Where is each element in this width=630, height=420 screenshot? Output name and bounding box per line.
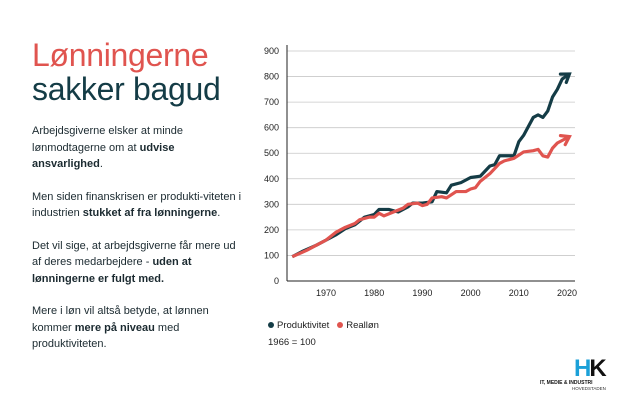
series-line-produktivitet — [291, 72, 571, 259]
x-tick-label: 1970 — [316, 288, 336, 298]
text: med produktiviteten. — [32, 321, 180, 351]
legend: Produktivitet Realløn — [268, 320, 379, 331]
y-tick-label: 100 — [264, 250, 279, 260]
y-tick-label: 400 — [264, 174, 279, 184]
x-tick-label: 1980 — [364, 288, 384, 298]
title-line-2: sakker bagud — [32, 71, 221, 107]
y-tick-label: 800 — [264, 72, 279, 82]
emphasis: udvise ansvarlighed — [32, 141, 175, 171]
paragraph: Mere i løn vil altså betyde, at lønnen k… — [32, 303, 247, 353]
text: . — [99, 158, 103, 170]
legend-marker-realloen — [337, 322, 344, 328]
text: . — [217, 207, 221, 219]
logo-mark: HK — [574, 355, 607, 382]
emphasis: mere på niveau — [74, 321, 155, 334]
y-tick-label: 500 — [264, 148, 279, 158]
title-line-1: Lønningerne — [32, 37, 209, 73]
hk-logo: HK IT, MEDIE & INDUSTRI HOVEDSTADEN — [540, 355, 622, 392]
y-tick-label: 700 — [264, 97, 279, 107]
y-tick-label: 0 — [274, 276, 279, 286]
text: Arbejdsgiverne elsker at minde lønmodtag… — [32, 125, 184, 154]
y-tick-label: 300 — [264, 199, 279, 209]
y-tick-label: 200 — [264, 225, 279, 235]
body-text: Arbejdsgiverne elsker at minde lønmodtag… — [32, 123, 247, 369]
legend-label: Realløn — [346, 320, 379, 331]
paragraph: Men siden finanskrisen er produkti-vitet… — [32, 189, 247, 222]
index-note: 1966 = 100 — [268, 337, 316, 348]
paragraph: Det vil sige, at arbejdsgiverne får mere… — [32, 238, 247, 288]
paragraph: Arbejdsgiverne elsker at minde lønmodtag… — [32, 123, 247, 173]
arrowhead — [558, 134, 572, 147]
text: Mere i løn vil altså betyde, at lønnen k… — [32, 305, 209, 334]
page-title: Lønningerne sakker bagud — [32, 38, 221, 106]
legend-label: Produktivitet — [277, 320, 330, 331]
logo-line-2: HOVEDSTADEN — [572, 386, 606, 391]
arrowhead — [558, 72, 572, 85]
text: Det vil sige, at arbejdsgiverne får mere… — [32, 239, 236, 269]
x-tick-label: 2000 — [461, 288, 481, 298]
y-tick-label: 600 — [264, 123, 279, 133]
legend-marker-produktivitet — [268, 322, 274, 328]
x-tick-label: 2020 — [557, 288, 577, 298]
emphasis: stukket af fra lønningerne — [82, 207, 218, 219]
y-tick-label: 900 — [264, 46, 279, 56]
logo-line-1: IT, MEDIE & INDUSTRI — [540, 380, 593, 386]
emphasis: uden at lønningerne er fulgt med. — [32, 256, 192, 285]
series-line-realloen — [291, 135, 571, 259]
text: Men siden finanskrisen er produkti-vitet… — [32, 190, 242, 220]
x-tick-label: 1990 — [412, 288, 432, 298]
x-tick-label: 2010 — [509, 288, 529, 298]
